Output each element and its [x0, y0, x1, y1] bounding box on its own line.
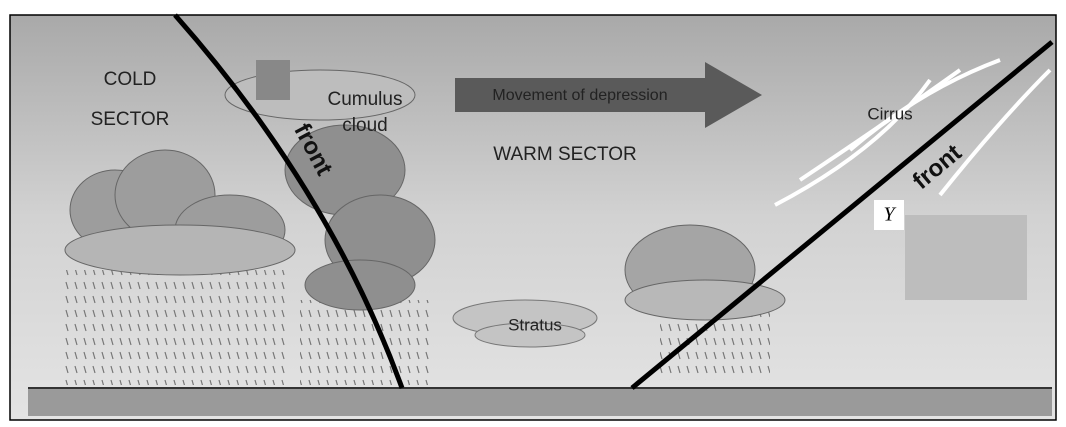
weather-front-diagram: COLD SECTOR Cumulus cloud front Movement… [0, 0, 1066, 427]
label: Stratus [508, 315, 562, 334]
label: COLD [104, 69, 157, 90]
label: Cumulus [328, 89, 403, 110]
rain [300, 300, 430, 385]
label: cloud [342, 115, 387, 136]
rain [65, 270, 290, 385]
ground [28, 388, 1052, 416]
label: WARM SECTOR [493, 144, 637, 165]
arrow-label: Movement of depression [492, 87, 667, 104]
blot [256, 60, 290, 100]
label: Cirrus [867, 104, 912, 123]
y-label: Y [883, 204, 896, 226]
page: COLD SECTOR Cumulus cloud front Movement… [0, 0, 1066, 427]
label: SECTOR [91, 109, 170, 130]
blot [905, 215, 1027, 300]
